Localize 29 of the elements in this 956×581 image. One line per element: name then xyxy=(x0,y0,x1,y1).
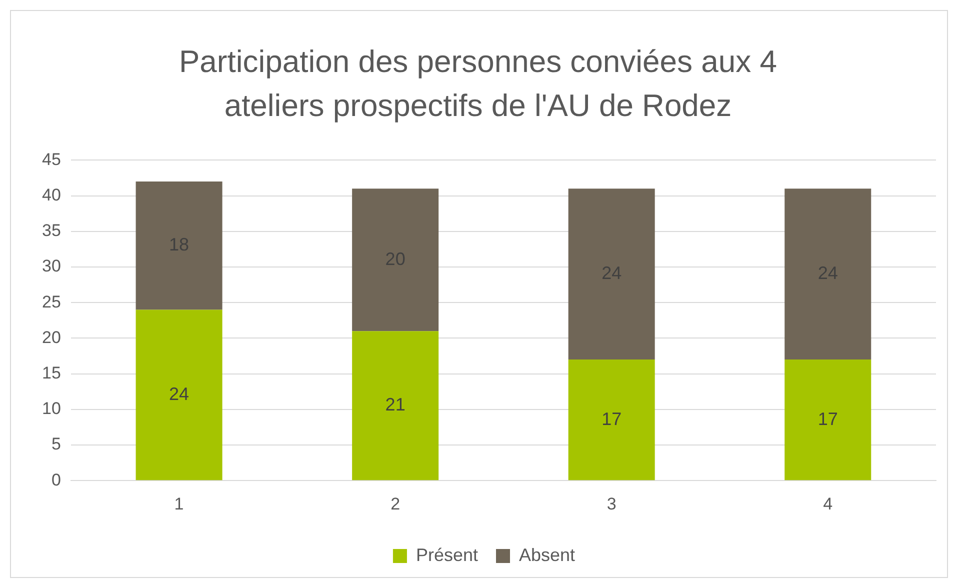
x-tick-label: 3 xyxy=(606,494,616,514)
bar xyxy=(568,188,655,360)
bar xyxy=(136,182,222,310)
bar xyxy=(784,188,872,360)
x-tick-label: 2 xyxy=(390,494,400,514)
data-label: 21 xyxy=(385,394,406,415)
y-tick-label: 40 xyxy=(42,185,61,204)
y-tick-label: 15 xyxy=(42,363,61,382)
y-tick-label: 0 xyxy=(51,470,61,490)
data-label: 17 xyxy=(818,408,838,429)
bar xyxy=(352,331,439,480)
y-tick-label: 20 xyxy=(42,328,61,347)
data-label: 24 xyxy=(169,384,190,404)
x-tick-label: 4 xyxy=(823,494,833,514)
data-label: 17 xyxy=(602,408,622,429)
bar xyxy=(568,360,655,480)
legend-label: Absent xyxy=(518,544,576,565)
x-tick-label: 1 xyxy=(174,494,184,514)
bar xyxy=(784,360,872,480)
chart-title: Participation des personnes conviées aux 4 ateliers prospectifs de l'AU de Rodez xyxy=(178,43,778,125)
bar xyxy=(136,310,222,480)
y-tick-label: 10 xyxy=(42,399,61,418)
legend-label: Présent xyxy=(416,544,478,565)
y-tick-label: 35 xyxy=(42,221,61,240)
y-tick-label: 30 xyxy=(42,256,61,276)
y-tick-label: 45 xyxy=(42,150,61,169)
y-tick-label: 5 xyxy=(51,434,61,454)
y-tick-label: 25 xyxy=(42,292,61,312)
bar xyxy=(352,188,439,332)
